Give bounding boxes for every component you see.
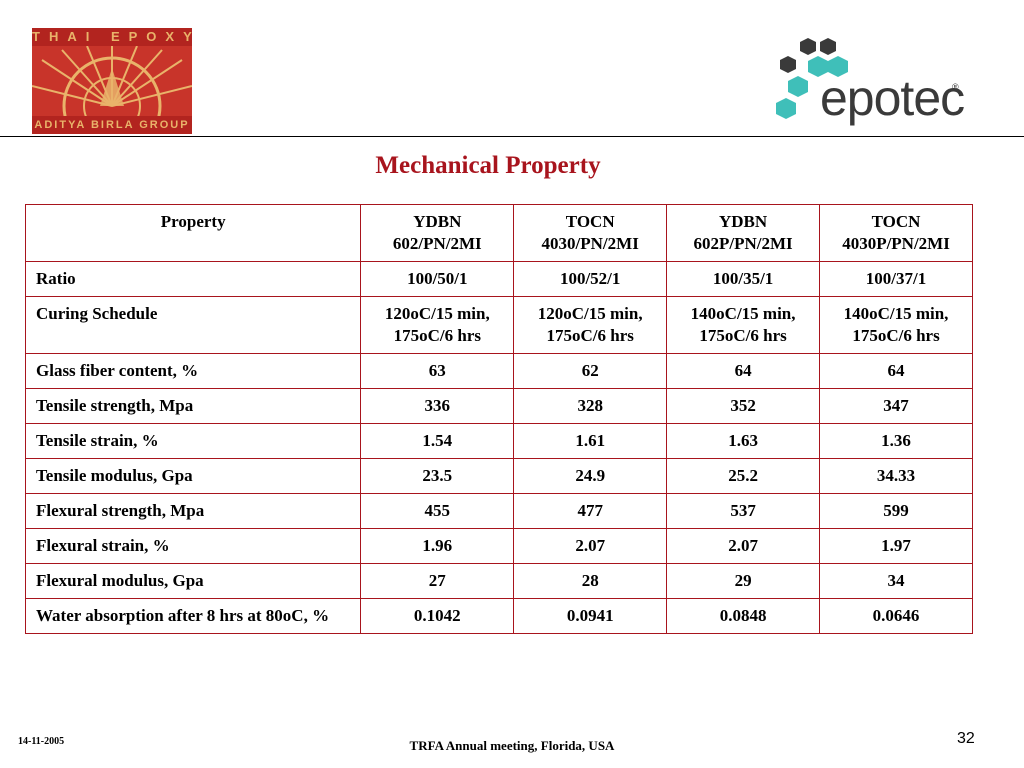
table-body: Ratio 100/50/1 100/52/1 100/35/1 100/37/1 Cur… — [24, 261, 973, 634]
table-cell: 455 — [360, 493, 515, 529]
table-row: Flexural modulus, Gpa 27 28 29 34 — [24, 563, 973, 599]
column-header-line1: Property — [160, 212, 226, 231]
table-cell: 2.07 — [666, 528, 821, 564]
table-cell: 28 — [513, 563, 668, 599]
table-cell: 64 — [819, 353, 973, 389]
table-cell: 2.07 — [513, 528, 668, 564]
table-cell: 1.96 — [360, 528, 515, 564]
table-cell: 1.63 — [666, 423, 821, 459]
table-cell: 1.36 — [819, 423, 973, 459]
table-cell: 0.0848 — [666, 598, 821, 634]
mechanical-property-table: Property YDBN 602/PN/2MI TOCN 4030/PN/2MI YDB… — [24, 204, 973, 634]
table-row: Flexural strain, % 1.96 2.07 2.07 1.97 — [24, 528, 973, 564]
hexagon-cluster-icon — [776, 38, 848, 119]
table-cell: 62 — [513, 353, 668, 389]
footer-date: 14-11-2005 — [18, 736, 65, 747]
table-cell: 100/50/1 — [360, 261, 515, 297]
table-cell: 120oC/15 min, 175oC/6 hrs — [360, 296, 515, 354]
row-label: Flexural modulus, Gpa — [24, 563, 362, 599]
table-cell: 100/35/1 — [666, 261, 821, 297]
column-header-line2: 4030P/PN/2MI — [842, 234, 950, 253]
row-label: Tensile strain, % — [24, 423, 362, 459]
page-title: Mechanical Property — [375, 152, 601, 179]
column-header-line1: TOCN — [565, 212, 615, 231]
footer-event: TRFA Annual meeting, Florida, USA — [409, 738, 615, 753]
thai-epoxy-logo: THAI EPOXY ADITYA BIRLA GROUP — [32, 28, 192, 134]
table-cell: 352 — [666, 388, 821, 424]
table-cell: 599 — [819, 493, 973, 529]
row-label: Curing Schedule — [24, 296, 362, 354]
table-cell: 0.0646 — [819, 598, 973, 634]
sunburst-icon — [32, 46, 192, 116]
column-header-line2: 4030/PN/2MI — [541, 234, 639, 253]
table-cell: 34 — [819, 563, 973, 599]
table-cell: 63 — [360, 353, 515, 389]
table-cell: 23.5 — [360, 458, 515, 494]
table-cell: 64 — [666, 353, 821, 389]
header-divider — [0, 136, 1024, 137]
table-cell: 27 — [360, 563, 515, 599]
table-cell: 328 — [513, 388, 668, 424]
table-header-row: Property YDBN 602/PN/2MI TOCN 4030/PN/2MI YDB… — [24, 204, 973, 262]
row-label: Flexural strain, % — [24, 528, 362, 564]
table-cell: 140oC/15 min, 175oC/6 hrs — [666, 296, 821, 354]
table-cell: 0.1042 — [360, 598, 515, 634]
logo-wordmark: epotec — [820, 70, 965, 126]
row-label: Tensile modulus, Gpa — [24, 458, 362, 494]
table-row: Tensile modulus, Gpa 23.5 24.9 25.2 34.33 — [24, 458, 973, 494]
table-cell: 537 — [666, 493, 821, 529]
column-header: TOCN 4030/PN/2MI — [513, 204, 668, 262]
table-row: Tensile strength, Mpa 336 328 352 347 — [24, 388, 973, 424]
epotec-logo: epotec ® — [772, 30, 968, 130]
table-cell: 100/37/1 — [819, 261, 973, 297]
table-cell: 100/52/1 — [513, 261, 668, 297]
table-row: Flexural strength, Mpa 455 477 537 599 — [24, 493, 973, 529]
page-number: 32 — [957, 730, 975, 747]
row-label: Water absorption after 8 hrs at 80oC, % — [24, 598, 362, 634]
table-row: Glass fiber content, % 63 62 64 64 — [24, 353, 973, 389]
column-header-line2: 602P/PN/2MI — [693, 234, 793, 253]
table-cell: 1.61 — [513, 423, 668, 459]
table-row: Curing Schedule 120oC/15 min, 175oC/6 hrs… — [24, 296, 973, 354]
table-cell: 1.54 — [360, 423, 515, 459]
row-label: Ratio — [24, 261, 362, 297]
table-cell: 477 — [513, 493, 668, 529]
column-header: YDBN 602/PN/2MI — [360, 204, 515, 262]
table-row: Tensile strain, % 1.54 1.61 1.63 1.36 — [24, 423, 973, 459]
column-header-line1: YDBN — [719, 212, 768, 231]
logo-top-text: THAI EPOXY — [32, 28, 192, 46]
table-cell: 34.33 — [819, 458, 973, 494]
column-header-line2: 602/PN/2MI — [392, 234, 482, 253]
table-cell: 347 — [819, 388, 973, 424]
table-cell: 29 — [666, 563, 821, 599]
table-row: Ratio 100/50/1 100/52/1 100/35/1 100/37/1 — [24, 261, 973, 297]
table-cell: 120oC/15 min, 175oC/6 hrs — [513, 296, 668, 354]
table-cell: 336 — [360, 388, 515, 424]
table-cell: 25.2 — [666, 458, 821, 494]
column-header: Property — [24, 204, 362, 262]
column-header: TOCN 4030P/PN/2MI — [819, 204, 973, 262]
table-cell: 140oC/15 min, 175oC/6 hrs — [819, 296, 973, 354]
column-header-line1: YDBN — [413, 212, 462, 231]
table-cell: 24.9 — [513, 458, 668, 494]
row-label: Tensile strength, Mpa — [24, 388, 362, 424]
table-cell: 1.97 — [819, 528, 973, 564]
row-label: Glass fiber content, % — [24, 353, 362, 389]
table-cell: 0.0941 — [513, 598, 668, 634]
table-row: Water absorption after 8 hrs at 80oC, % 0… — [24, 598, 973, 634]
column-header-line1: TOCN — [871, 212, 921, 231]
row-label: Flexural strength, Mpa — [24, 493, 362, 529]
logo-bottom-text: ADITYA BIRLA GROUP — [32, 116, 192, 134]
registered-mark: ® — [952, 82, 959, 92]
column-header: YDBN 602P/PN/2MI — [666, 204, 821, 262]
